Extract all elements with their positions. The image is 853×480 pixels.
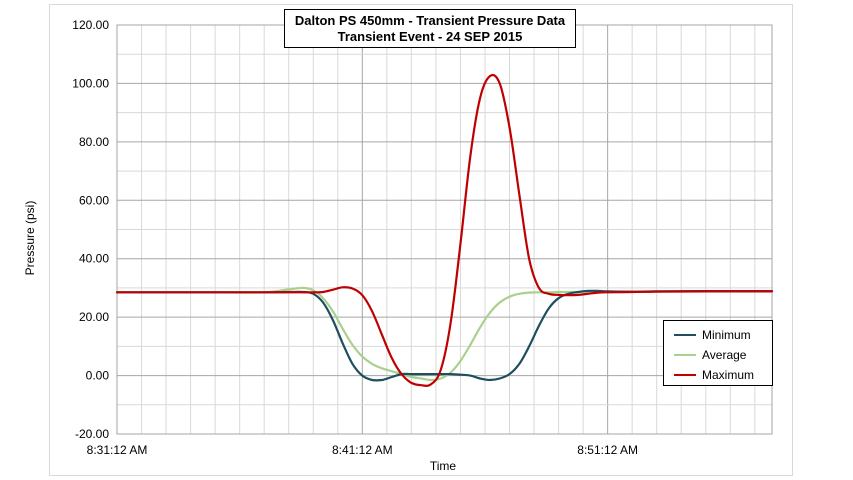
legend-label-average: Average <box>702 348 747 362</box>
legend: Minimum Average Maximum <box>663 320 773 386</box>
legend-item-minimum: Minimum <box>674 325 772 345</box>
x-tick-label: 8:51:12 AM <box>577 443 638 457</box>
chart-subtitle: Transient Event - 24 SEP 2015 <box>337 28 523 44</box>
series-line-maximum <box>115 73 774 387</box>
y-tick-label: 80.00 <box>79 135 109 149</box>
y-tick-label: 40.00 <box>79 252 109 266</box>
chart-title-box: Dalton PS 450mm - Transient Pressure Dat… <box>284 9 576 48</box>
series-lines <box>115 73 774 387</box>
legend-swatch-average <box>674 354 696 356</box>
legend-item-average: Average <box>674 345 772 365</box>
legend-swatch-minimum <box>674 334 696 336</box>
y-tick-label: 20.00 <box>79 310 109 324</box>
x-tick-label: 8:41:12 AM <box>332 443 393 457</box>
series-line-minimum <box>115 289 774 382</box>
y-tick-label: 100.00 <box>72 76 109 90</box>
chart-title: Dalton PS 450mm - Transient Pressure Dat… <box>294 12 566 28</box>
tick-labels: -20.00 0.00 20.00 40.00 60.00 80.00 100.00 120.… <box>72 18 638 457</box>
x-axis-label: Time <box>429 459 457 473</box>
chart-area-border <box>49 4 793 476</box>
y-tick-label: 60.00 <box>79 193 109 207</box>
y-axis-label: Pressure (psi) <box>23 200 37 276</box>
legend-item-maximum: Maximum <box>674 365 772 385</box>
y-tick-label: -20.00 <box>75 427 109 441</box>
legend-label-maximum: Maximum <box>702 368 755 382</box>
x-tick-label: 8:31:12 AM <box>87 443 148 457</box>
legend-label-minimum: Minimum <box>702 328 751 342</box>
y-tick-label: 120.00 <box>72 18 109 32</box>
legend-swatch-maximum <box>674 374 696 376</box>
y-tick-label: 0.00 <box>86 369 110 383</box>
